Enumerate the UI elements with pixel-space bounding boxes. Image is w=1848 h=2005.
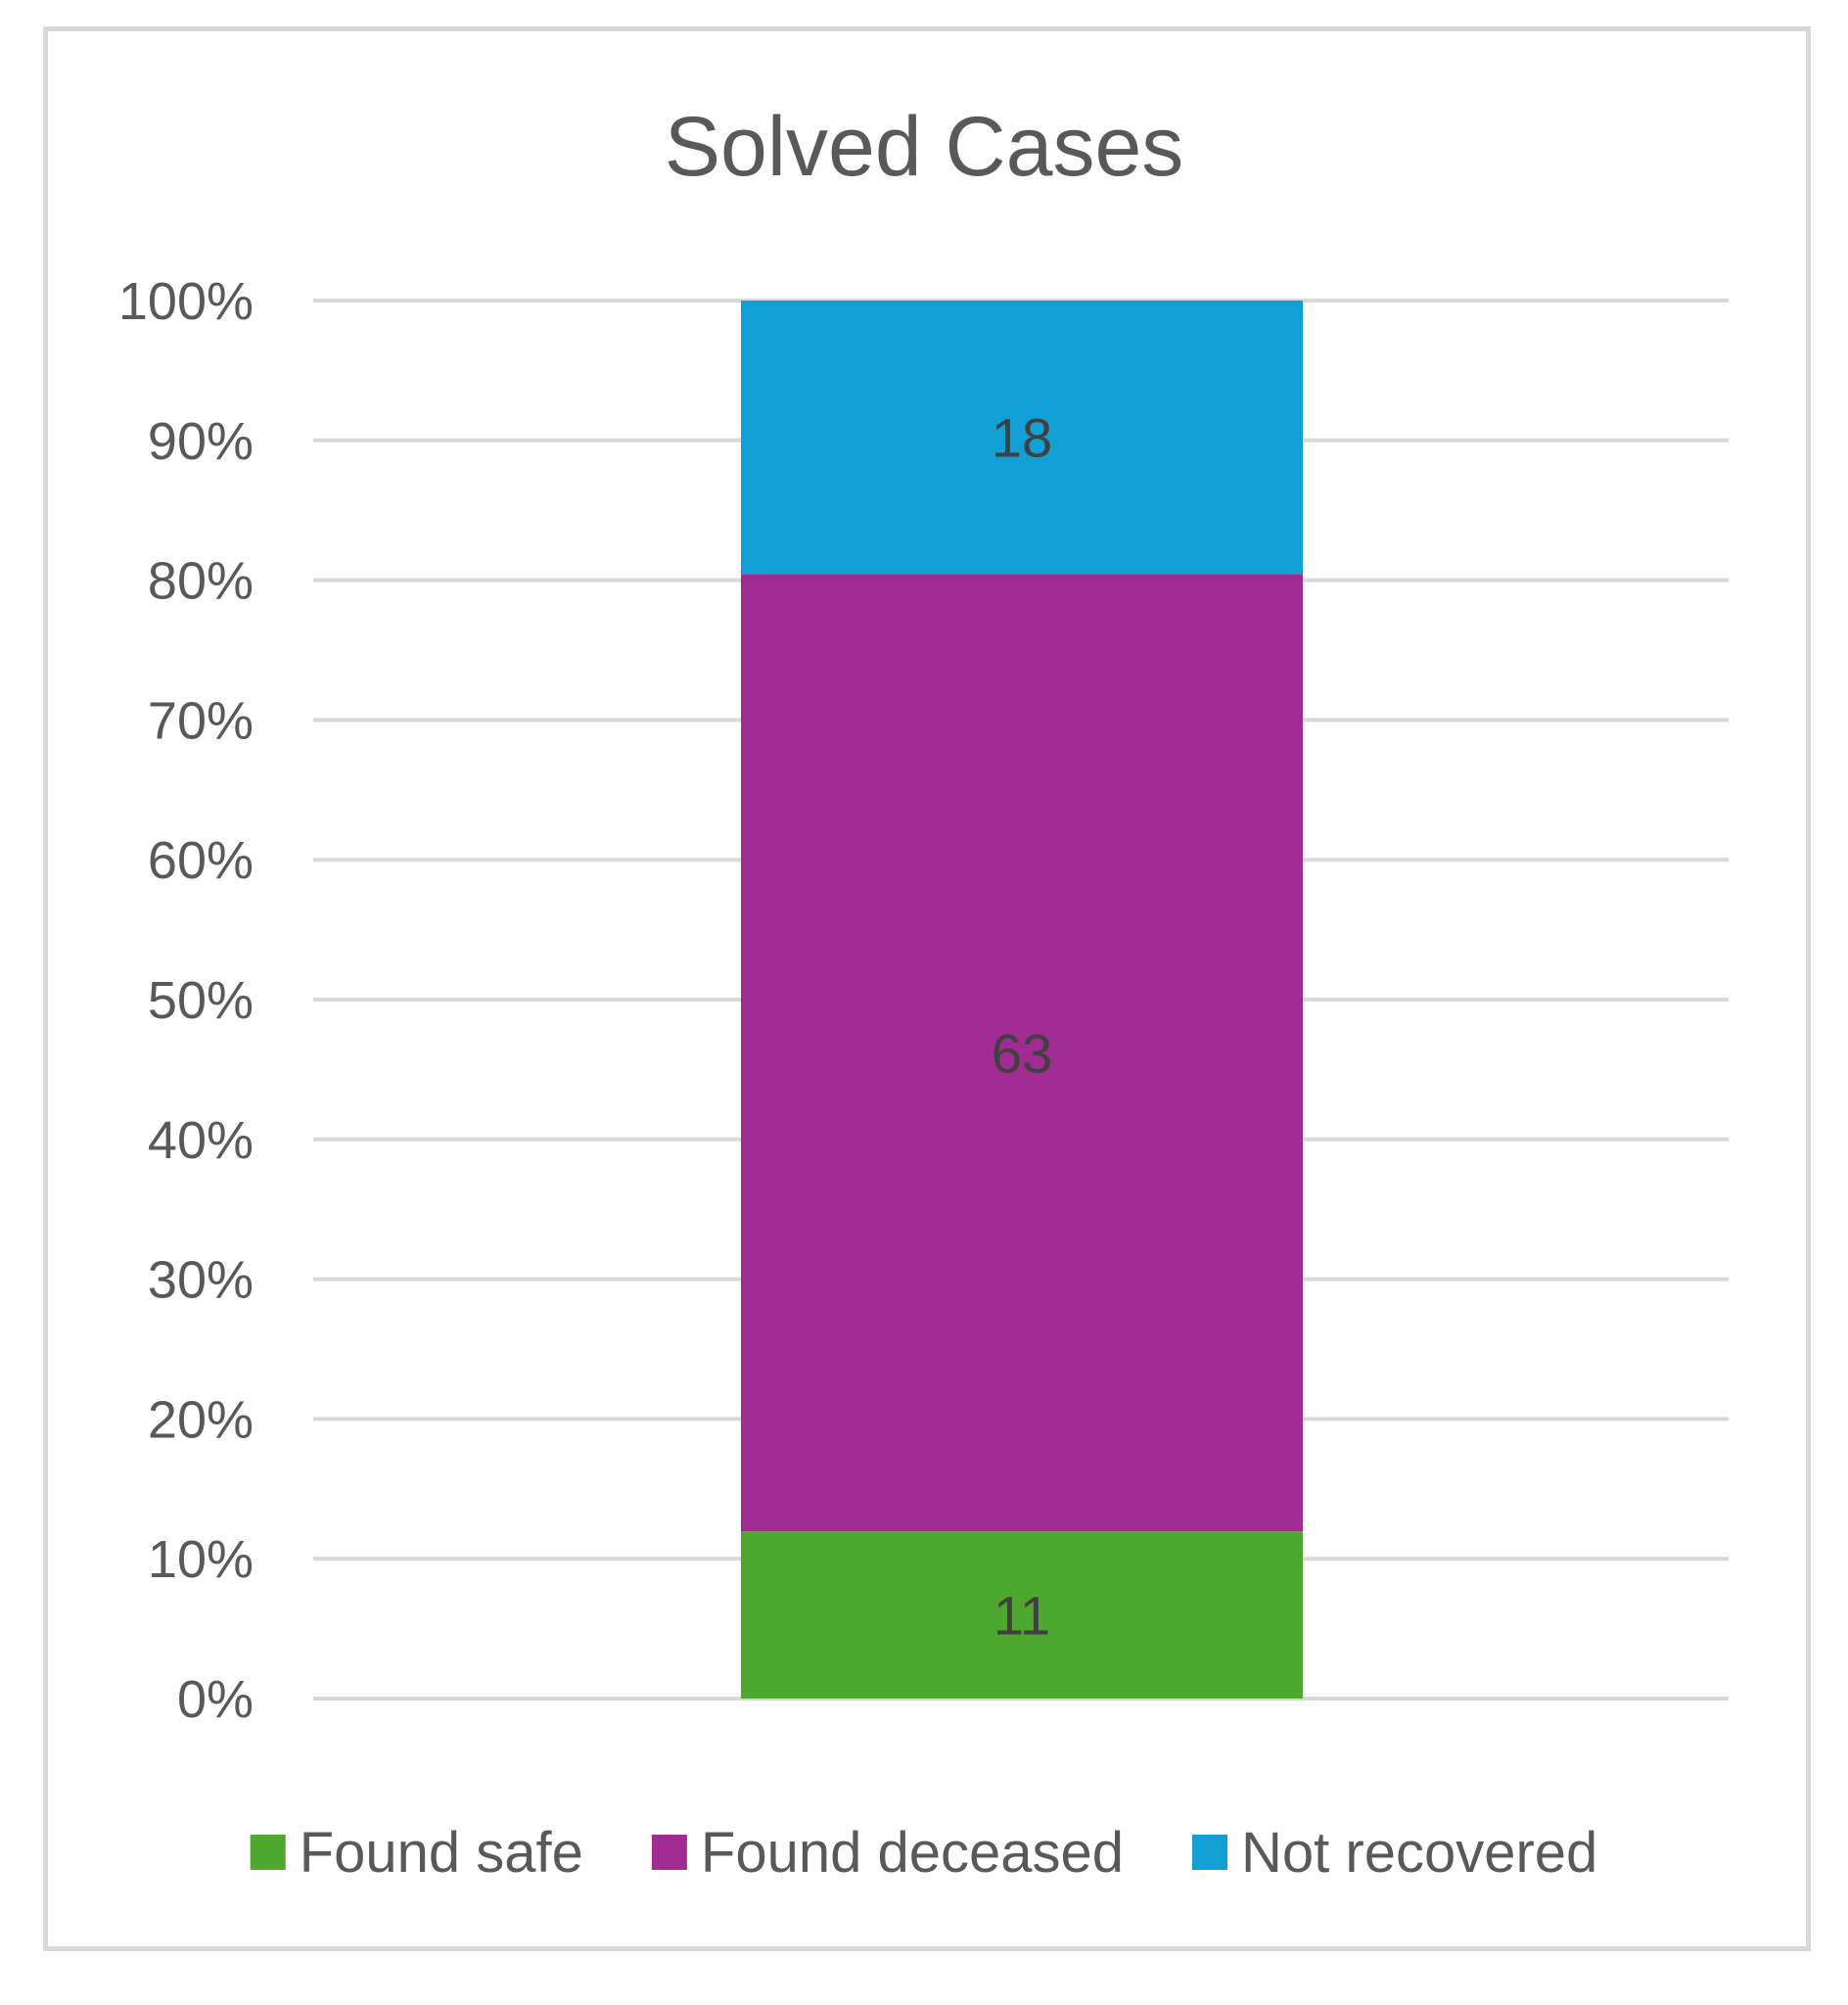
data-label-found-safe: 11: [993, 1585, 1050, 1647]
data-label-found-deceased: 63: [992, 1022, 1052, 1084]
legend-swatch-found-safe: [250, 1835, 286, 1870]
bar-segment-found-safe: [741, 1531, 1303, 1699]
legend-label-not-recovered: Not recovered: [1241, 1821, 1597, 1885]
legend-label-found-safe: Found safe: [300, 1821, 583, 1885]
bar-segments: [741, 301, 1303, 1699]
bar-segment-not-recovered: [741, 301, 1303, 575]
chart-title: Solved Cases: [665, 100, 1184, 194]
bar-segment-found-deceased: [741, 574, 1303, 1532]
y-tick-label: 100%: [118, 272, 254, 331]
y-tick-label: 30%: [148, 1251, 254, 1310]
y-tick-label: 20%: [148, 1390, 254, 1449]
y-tick-label: 90%: [148, 412, 254, 471]
legend: Found safe Found deceased Not recovered: [250, 1821, 1597, 1885]
legend-label-found-deceased: Found deceased: [701, 1821, 1124, 1885]
y-tick-label: 80%: [148, 552, 254, 611]
legend-swatch-not-recovered: [1192, 1835, 1228, 1870]
y-tick-label: 0%: [177, 1670, 254, 1729]
y-tick-label: 10%: [148, 1530, 254, 1589]
data-label-not-recovered: 18: [992, 407, 1052, 469]
y-tick-label: 40%: [148, 1111, 254, 1170]
y-tick-label: 60%: [148, 831, 254, 890]
data-labels: 11 63 18: [992, 407, 1052, 1647]
y-tick-label: 50%: [148, 971, 254, 1030]
y-tick-label: 70%: [148, 691, 254, 750]
y-axis: 0% 10% 20% 30% 40% 50% 60% 70% 80% 90% 100%: [118, 272, 254, 1729]
legend-swatch-found-deceased: [651, 1835, 687, 1870]
